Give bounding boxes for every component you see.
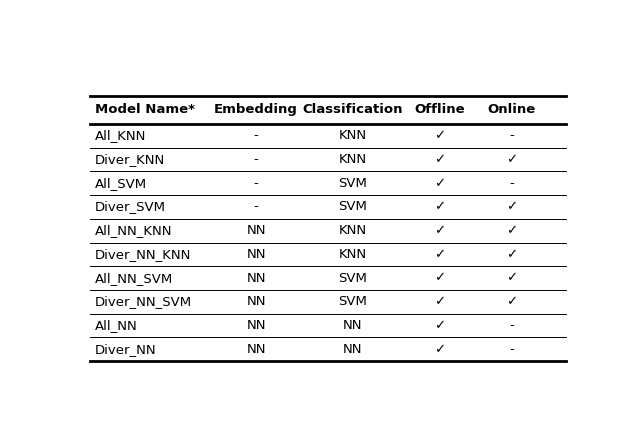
Text: All_NN: All_NN [95,319,138,332]
Text: Offline: Offline [414,103,465,116]
Text: All_KNN: All_KNN [95,129,147,142]
Text: ✓: ✓ [434,153,445,166]
Text: NN: NN [343,343,362,356]
Text: Diver_NN_KNN: Diver_NN_KNN [95,248,191,261]
Text: ✓: ✓ [434,319,445,332]
Text: -: - [509,319,514,332]
Text: NN: NN [246,296,266,309]
Text: ✓: ✓ [434,248,445,261]
Text: SVM: SVM [339,177,367,190]
Text: ✓: ✓ [434,177,445,190]
Text: NN: NN [343,319,362,332]
Text: NN: NN [246,224,266,237]
Text: All_SVM: All_SVM [95,177,147,190]
Text: -: - [509,129,514,142]
Text: ✓: ✓ [434,296,445,309]
Text: ✓: ✓ [434,129,445,142]
Text: SVM: SVM [339,296,367,309]
Text: Diver_NN_SVM: Diver_NN_SVM [95,296,192,309]
Text: NN: NN [246,248,266,261]
Text: ✓: ✓ [506,296,517,309]
Text: ✓: ✓ [506,224,517,237]
Text: ✓: ✓ [506,272,517,285]
Text: NN: NN [246,272,266,285]
Text: All_NN_SVM: All_NN_SVM [95,272,173,285]
Text: ✓: ✓ [434,343,445,356]
Text: ✓: ✓ [434,272,445,285]
Text: ✓: ✓ [506,201,517,214]
Text: NN: NN [246,319,266,332]
Text: -: - [253,201,259,214]
Text: -: - [253,153,259,166]
Text: ✓: ✓ [434,201,445,214]
Text: SVM: SVM [339,272,367,285]
Text: KNN: KNN [339,129,367,142]
Text: Embedding: Embedding [214,103,298,116]
Text: -: - [253,129,259,142]
Text: ✓: ✓ [434,224,445,237]
Text: Model Name*: Model Name* [95,103,195,116]
Text: Classification: Classification [303,103,403,116]
Text: KNN: KNN [339,153,367,166]
Text: KNN: KNN [339,248,367,261]
Text: -: - [509,343,514,356]
Text: ✓: ✓ [506,248,517,261]
Text: Diver_KNN: Diver_KNN [95,153,165,166]
Text: NN: NN [246,343,266,356]
Text: Online: Online [488,103,536,116]
Text: Diver_SVM: Diver_SVM [95,201,166,214]
Text: All_NN_KNN: All_NN_KNN [95,224,172,237]
Text: Diver_NN: Diver_NN [95,343,157,356]
Text: KNN: KNN [339,224,367,237]
Text: SVM: SVM [339,201,367,214]
Text: ✓: ✓ [506,153,517,166]
Text: -: - [509,177,514,190]
Text: -: - [253,177,259,190]
